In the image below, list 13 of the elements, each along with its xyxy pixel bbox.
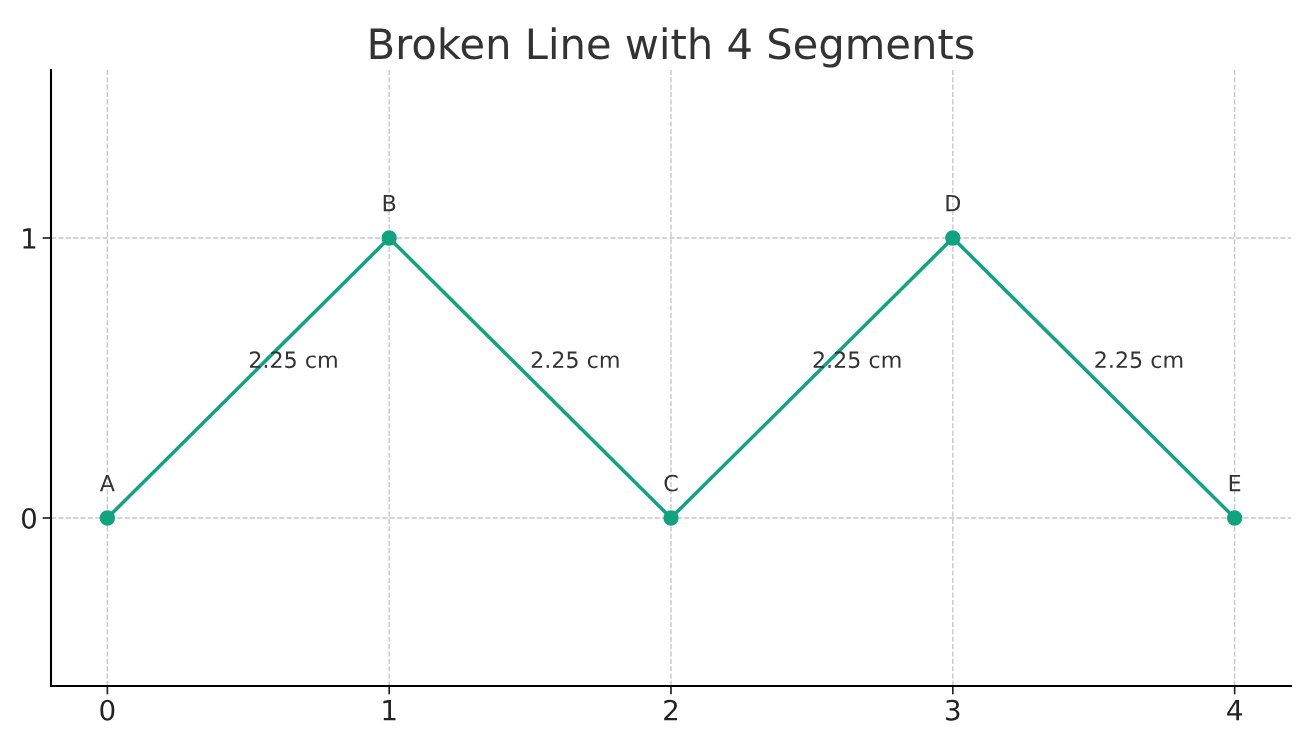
chart-title: Broken Line with 4 Segments [370, 27, 974, 68]
x-tick-label: 3 [946, 699, 960, 721]
x-tick-label: 0 [100, 699, 115, 721]
annotation: 2.25 cm [1095, 351, 1183, 369]
x-tick-label: 1 [383, 700, 396, 721]
x-tick-label: 4 [1227, 700, 1242, 721]
annotation: 2.25 cm [531, 351, 619, 369]
x-tick-label: 2 [664, 699, 678, 721]
annotation: E [1229, 474, 1241, 492]
annotation: A [99, 474, 115, 492]
annotation: B [383, 194, 396, 212]
annotation: C [664, 474, 678, 492]
annotation: D [946, 194, 961, 212]
